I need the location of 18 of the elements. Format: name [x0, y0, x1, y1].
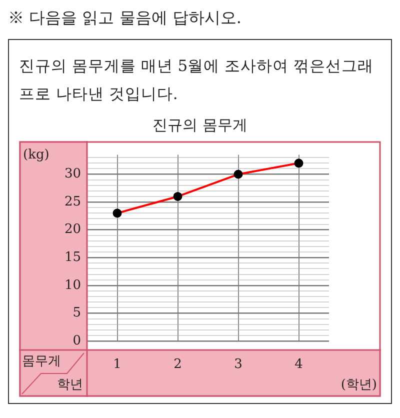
text: 몸무게 — [22, 354, 61, 370]
y-axis-title: (kg) — [23, 147, 50, 162]
y-tick-label: 25 — [64, 194, 81, 210]
y-tick-label: 5 — [72, 306, 81, 321]
y-tick-label: 10 — [64, 278, 81, 293]
text: ※ 다음을 읽고 물음에 답하시오. — [8, 8, 242, 29]
text: 학년 — [57, 378, 83, 393]
y-tick-label: 15 — [64, 250, 81, 265]
x-tick-label: 1 — [113, 357, 122, 372]
y-tick-label: 20 — [64, 222, 81, 238]
x-tick-label: 2 — [174, 357, 182, 372]
text: 진규의 몸무게를 매년 5월에 조사하여 꺾은선그래프로 나타낸 것입니다. — [19, 56, 374, 105]
x-axis-title: (학년) — [340, 378, 377, 393]
y-tick-label: 0 — [72, 333, 81, 348]
x-tick-label: 4 — [294, 357, 303, 372]
y-tick-label: 30 — [64, 166, 81, 182]
chart-title: 진규의 몸무게 — [152, 116, 248, 135]
x-tick-label: 3 — [234, 357, 242, 372]
